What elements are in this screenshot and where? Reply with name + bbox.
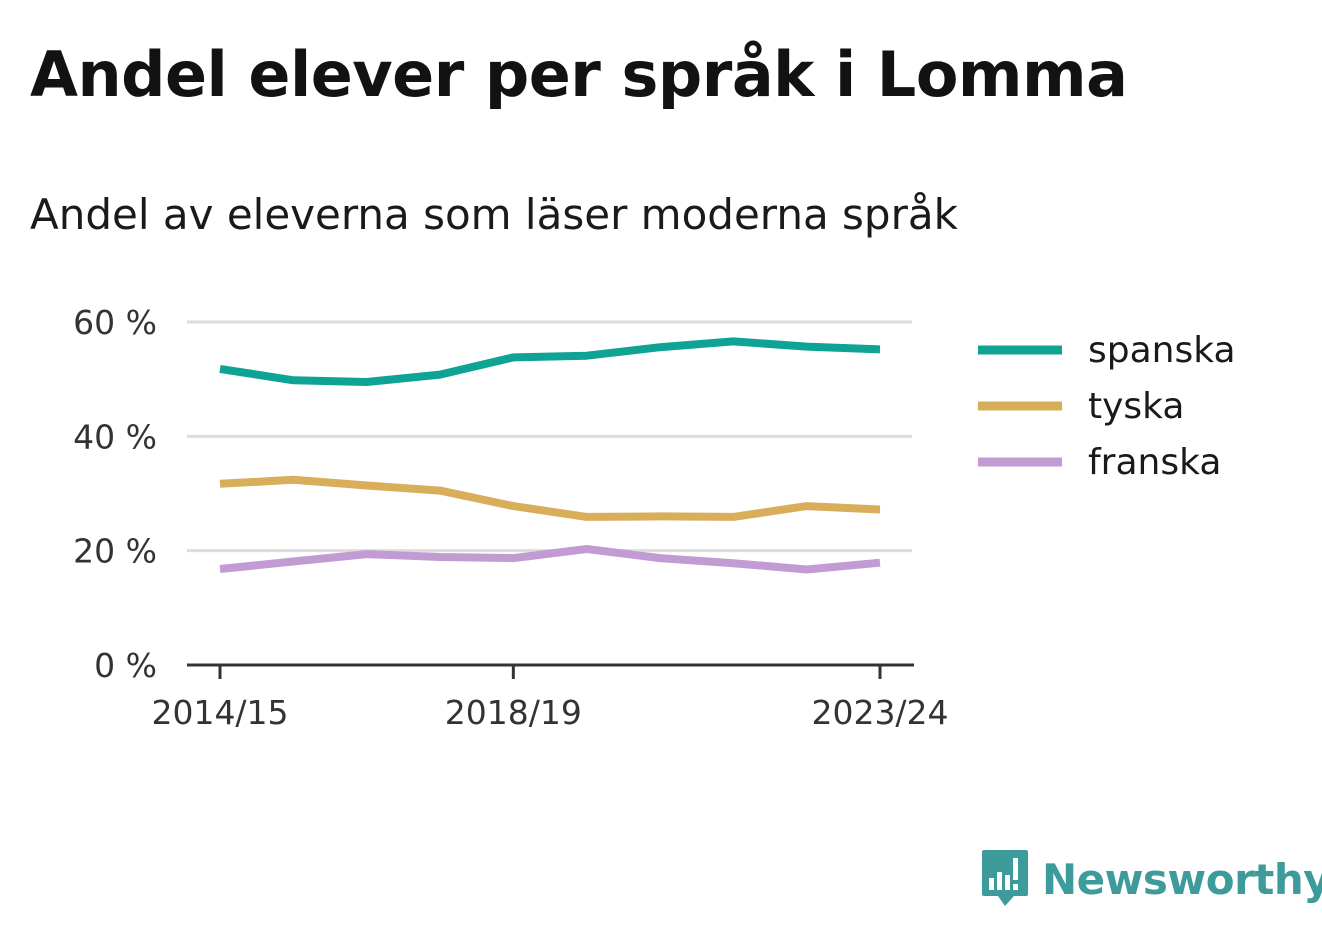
brand-name: Newsworthy (1042, 854, 1322, 904)
x-axis: 2014/15 2018/19 2023/24 (151, 663, 949, 732)
y-tick-label: 0 % (94, 646, 157, 685)
y-tick-label: 20 % (73, 532, 157, 571)
legend-label-tyska: tyska (1088, 386, 1184, 427)
brand: Newsworthy (980, 848, 1322, 910)
series-lines (219, 337, 881, 574)
x-tick-label: 2023/24 (811, 693, 948, 732)
y-tick-label: 60 % (73, 303, 157, 342)
legend: spanska tyska franska (978, 330, 1236, 483)
chart-title: Andel elever per språk i Lomma (30, 38, 1128, 111)
newsworthy-logo-icon (982, 850, 1028, 906)
x-tick-label: 2018/19 (445, 693, 582, 732)
legend-label-franska: franska (1088, 442, 1221, 483)
chart-subtitle: Andel av eleverna som läser moderna språ… (30, 190, 958, 239)
series-line-spanska (219, 337, 881, 386)
series-line-tyska (219, 475, 881, 521)
y-axis-ticks: 0 % 20 % 40 % 60 % (73, 303, 157, 685)
y-tick-label: 40 % (73, 417, 157, 456)
series-line-franska (219, 545, 881, 574)
x-tick-label: 2014/15 (151, 693, 288, 732)
legend-label-spanska: spanska (1088, 330, 1236, 371)
